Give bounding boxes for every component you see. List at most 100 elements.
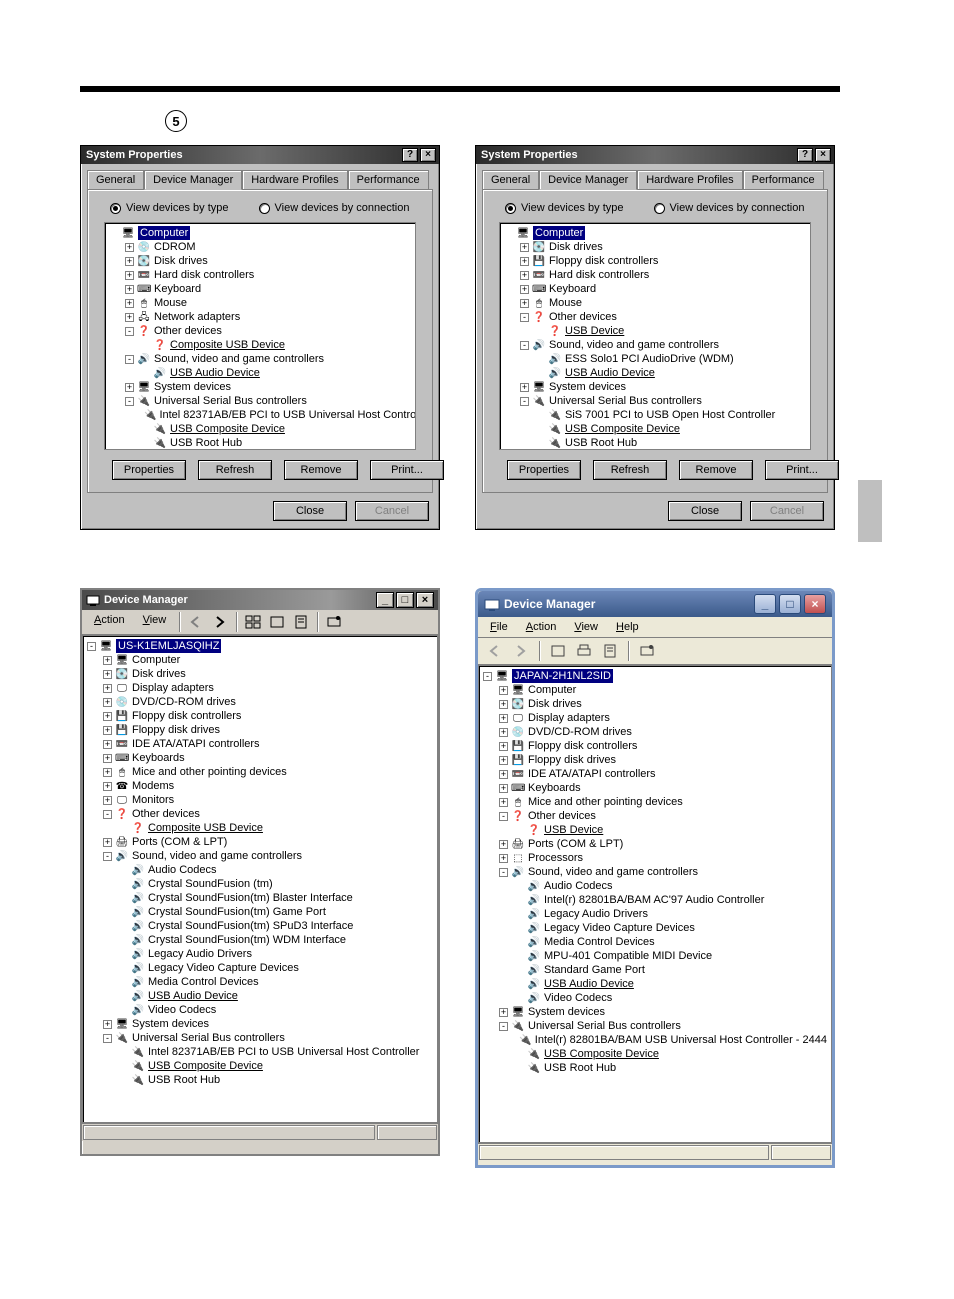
tree-item[interactable]: -❓Other devices bbox=[87, 807, 433, 821]
expand-icon[interactable]: + bbox=[520, 271, 529, 280]
tree-item[interactable]: +💿DVD/CD-ROM drives bbox=[483, 725, 827, 739]
tree-item[interactable]: +💾Floppy disk controllers bbox=[87, 709, 433, 723]
collapse-icon[interactable]: - bbox=[520, 341, 529, 350]
titlebar[interactable]: Device Manager _ □ × bbox=[82, 590, 438, 610]
expand-icon[interactable]: + bbox=[520, 383, 529, 392]
tree-item[interactable]: 🖥Computer bbox=[504, 226, 806, 240]
refresh-button[interactable]: Refresh bbox=[593, 460, 667, 480]
tree-item[interactable]: ❓Composite USB Device bbox=[87, 821, 433, 835]
expand-icon[interactable]: + bbox=[125, 313, 134, 322]
toolbar-icon[interactable] bbox=[547, 641, 569, 661]
device-tree[interactable]: 🖥Computer+💽Disk drives+💾Floppy disk cont… bbox=[499, 222, 811, 450]
help-button[interactable]: ? bbox=[402, 148, 418, 162]
expand-icon[interactable]: + bbox=[520, 285, 529, 294]
tree-item[interactable]: +🖱Mice and other pointing devices bbox=[87, 765, 433, 779]
tree-item[interactable]: +💽Disk drives bbox=[483, 697, 827, 711]
collapse-icon[interactable]: - bbox=[125, 355, 134, 364]
toolbar-icon[interactable] bbox=[323, 612, 345, 632]
tree-item[interactable]: 🔊USB Audio Device bbox=[504, 366, 806, 380]
tree-item[interactable]: ❓USB Device bbox=[483, 823, 827, 837]
menu-view[interactable]: View bbox=[135, 612, 175, 632]
tree-item[interactable]: 🔊USB Audio Device bbox=[109, 366, 411, 380]
expand-icon[interactable]: + bbox=[499, 784, 508, 793]
device-tree[interactable]: -🖥JAPAN-2H1NL2SID+🖥Computer+💽Disk drives… bbox=[478, 665, 832, 1143]
tree-root[interactable]: -🖥US-K1EMLJASQIHZ bbox=[87, 639, 433, 653]
expand-icon[interactable]: + bbox=[499, 840, 508, 849]
tree-item[interactable]: +⌨Keyboard bbox=[109, 282, 411, 296]
minimize-button[interactable]: _ bbox=[754, 594, 776, 614]
print-button[interactable]: Print... bbox=[370, 460, 444, 480]
collapse-icon[interactable]: - bbox=[499, 812, 508, 821]
tree-item[interactable]: +🖥System devices bbox=[87, 1017, 433, 1031]
expand-icon[interactable]: + bbox=[499, 770, 508, 779]
maximize-button[interactable]: □ bbox=[779, 594, 801, 614]
tree-item[interactable]: 🔌Intel 82371AB/EB PCI to USB Universal H… bbox=[109, 408, 411, 422]
expand-icon[interactable]: + bbox=[103, 740, 112, 749]
tree-item[interactable]: 🔊Media Control Devices bbox=[483, 935, 827, 949]
tree-item[interactable]: 🔊Crystal SoundFusion(tm) WDM Interface bbox=[87, 933, 433, 947]
tree-root[interactable]: -🖥JAPAN-2H1NL2SID bbox=[483, 669, 827, 683]
tree-item[interactable]: 🔌USB Composite Device bbox=[87, 1059, 433, 1073]
expand-icon[interactable]: + bbox=[103, 796, 112, 805]
device-tree[interactable]: -🖥US-K1EMLJASQIHZ+🖥Computer+💽Disk drives… bbox=[82, 635, 438, 1123]
properties-icon[interactable] bbox=[599, 641, 621, 661]
tree-item[interactable]: 🔊USB Audio Device bbox=[483, 977, 827, 991]
tree-item[interactable]: 🔊Crystal SoundFusion(tm) Blaster Interfa… bbox=[87, 891, 433, 905]
expand-icon[interactable]: + bbox=[103, 1020, 112, 1029]
tree-item[interactable]: 🔌Intel(r) 82801BA/BAM USB Universal Host… bbox=[483, 1033, 827, 1047]
tab-general[interactable]: General bbox=[87, 170, 144, 189]
expand-icon[interactable]: + bbox=[125, 271, 134, 280]
tree-item[interactable]: +💾Floppy disk controllers bbox=[504, 254, 806, 268]
tree-item[interactable]: +🖨Ports (COM & LPT) bbox=[87, 835, 433, 849]
close-button[interactable]: × bbox=[420, 148, 436, 162]
tree-item[interactable]: 🔌USB Root Hub bbox=[87, 1073, 433, 1087]
tree-item[interactable]: +🖥System devices bbox=[483, 1005, 827, 1019]
tab-performance[interactable]: Performance bbox=[743, 170, 824, 189]
tree-item[interactable]: 🔊Crystal SoundFusion(tm) Game Port bbox=[87, 905, 433, 919]
tree-item[interactable]: +⌨Keyboard bbox=[504, 282, 806, 296]
tree-item[interactable]: 🔌Intel 82371AB/EB PCI to USB Universal H… bbox=[87, 1045, 433, 1059]
tree-item[interactable]: +💾Floppy disk drives bbox=[87, 723, 433, 737]
tree-item[interactable]: -🔊Sound, video and game controllers bbox=[483, 865, 827, 879]
tree-item[interactable]: +📼Hard disk controllers bbox=[504, 268, 806, 282]
tree-item[interactable]: -🔌Universal Serial Bus controllers bbox=[483, 1019, 827, 1033]
tree-item[interactable]: +⌨Keyboards bbox=[483, 781, 827, 795]
tree-item[interactable]: 🔌USB Composite Device bbox=[109, 422, 411, 436]
print-icon[interactable] bbox=[573, 641, 595, 661]
expand-icon[interactable]: + bbox=[499, 700, 508, 709]
expand-icon[interactable]: + bbox=[499, 854, 508, 863]
tree-item[interactable]: 🔌SiS 7001 PCI to USB Open Host Controlle… bbox=[504, 408, 806, 422]
expand-icon[interactable]: + bbox=[103, 726, 112, 735]
tree-item[interactable]: 🔊Audio Codecs bbox=[87, 863, 433, 877]
expand-icon[interactable]: + bbox=[520, 257, 529, 266]
radio-view-by-connection[interactable]: View devices by connection bbox=[259, 202, 410, 214]
collapse-icon[interactable]: - bbox=[483, 672, 492, 681]
tree-item[interactable]: -🔊Sound, video and game controllers bbox=[87, 849, 433, 863]
expand-icon[interactable]: + bbox=[103, 754, 112, 763]
toolbar-icon[interactable] bbox=[636, 641, 658, 661]
expand-icon[interactable]: + bbox=[103, 684, 112, 693]
tree-item[interactable]: +💿DVD/CD-ROM drives bbox=[87, 695, 433, 709]
forward-button[interactable] bbox=[510, 641, 532, 661]
expand-icon[interactable]: + bbox=[125, 383, 134, 392]
tree-item[interactable]: 🔊Intel(r) 82801BA/BAM AC'97 Audio Contro… bbox=[483, 893, 827, 907]
tab-device-manager[interactable]: Device Manager bbox=[144, 170, 242, 190]
radio-view-by-type[interactable]: View devices by type bbox=[505, 202, 624, 214]
collapse-icon[interactable]: - bbox=[103, 810, 112, 819]
close-dialog-button[interactable]: Close bbox=[668, 501, 742, 521]
tree-item[interactable]: 🔌USB Root Hub bbox=[504, 436, 806, 450]
tree-item[interactable]: +💾Floppy disk drives bbox=[483, 753, 827, 767]
expand-icon[interactable]: + bbox=[125, 299, 134, 308]
expand-icon[interactable]: + bbox=[125, 243, 134, 252]
tree-item[interactable]: -❓Other devices bbox=[109, 324, 411, 338]
collapse-icon[interactable]: - bbox=[499, 1022, 508, 1031]
titlebar[interactable]: System Properties ? × bbox=[476, 146, 834, 164]
tree-item[interactable]: 🔊Standard Game Port bbox=[483, 963, 827, 977]
tree-item[interactable]: 🔊Legacy Audio Drivers bbox=[87, 947, 433, 961]
remove-button[interactable]: Remove bbox=[679, 460, 753, 480]
collapse-icon[interactable]: - bbox=[103, 1034, 112, 1043]
tree-item[interactable]: +🖵Display adapters bbox=[87, 681, 433, 695]
refresh-button[interactable]: Refresh bbox=[198, 460, 272, 480]
tree-item[interactable]: -❓Other devices bbox=[504, 310, 806, 324]
tree-item[interactable]: 🔌USB Composite Device bbox=[483, 1047, 827, 1061]
